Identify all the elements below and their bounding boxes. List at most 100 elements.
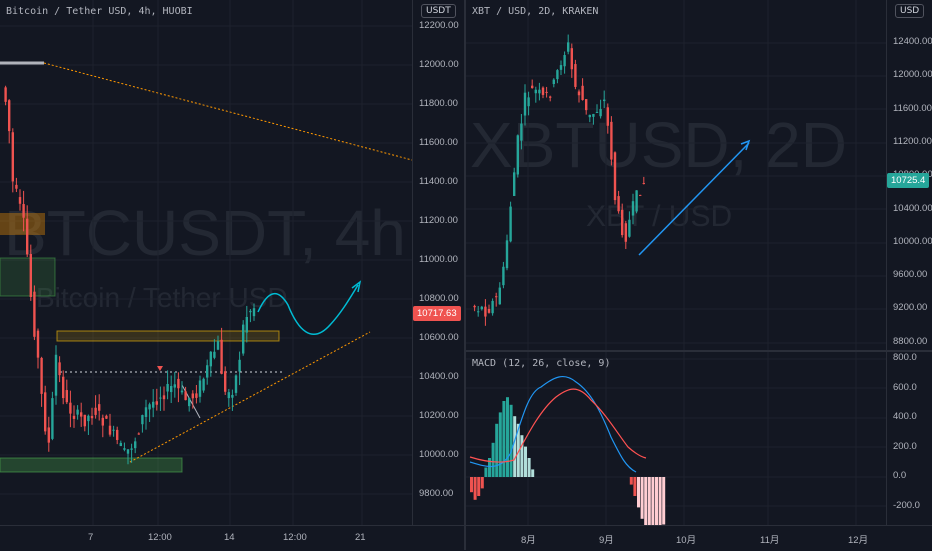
macd-histogram-bar	[662, 477, 666, 525]
candle-body	[245, 317, 248, 333]
candle-body	[69, 402, 72, 414]
candle-body	[191, 393, 194, 399]
candle-body	[595, 111, 599, 113]
candle-body	[624, 223, 627, 242]
y-tick-label: 10000.00	[893, 235, 932, 247]
candle-body	[54, 354, 58, 396]
macd-axis[interactable]: 800.0 600.0 400.0 200.0 0.0 -200.0	[886, 352, 932, 525]
macd-histogram-bar	[477, 477, 481, 496]
candle-body	[574, 64, 577, 87]
projection-curve[interactable]	[257, 284, 359, 335]
y-tick-label: 400.0	[893, 411, 917, 422]
support-zone[interactable]	[0, 457, 183, 473]
macd-histogram-bar	[491, 442, 495, 477]
candle-body	[216, 341, 220, 350]
candle-body	[603, 99, 606, 102]
candle-body	[502, 266, 505, 286]
macd-histogram-bar	[658, 477, 662, 525]
candle-body	[238, 359, 241, 372]
candle-body	[520, 123, 523, 141]
candle-body	[509, 206, 512, 242]
candle-body	[559, 65, 563, 70]
candle-body	[495, 296, 498, 298]
candle-body	[242, 324, 245, 354]
candle-body	[90, 415, 94, 419]
right-currency-label[interactable]: USD	[895, 4, 925, 18]
y-tick-label: 12200.00	[419, 20, 459, 31]
left-price-chart[interactable]	[0, 0, 412, 525]
trend-line-ascending[interactable]	[129, 331, 371, 463]
y-tick-label: -200.0	[893, 499, 920, 511]
candle-body	[15, 184, 18, 189]
macd-pane[interactable]: MACD (12, 26, close, 9)	[466, 352, 886, 525]
right-watermark-name: XBT / USD	[586, 200, 733, 233]
candle-body	[570, 48, 573, 70]
candle-body	[195, 393, 198, 398]
candle-body	[234, 375, 238, 393]
candle-body	[173, 384, 176, 388]
left-chart-pane[interactable]: BTCUSDT, 4h Bitcoin / Tether USD Bitcoin…	[0, 0, 412, 525]
candle-body	[577, 91, 581, 96]
candle-body	[8, 100, 11, 132]
trend-line-descending[interactable]	[43, 62, 412, 161]
macd-histogram-bar	[495, 423, 499, 477]
candle-body	[155, 401, 158, 405]
candle-body	[545, 91, 548, 93]
x-tick-label: 9月	[599, 535, 614, 546]
candle-body	[606, 107, 609, 126]
candle-body	[76, 409, 79, 415]
candle-body	[170, 386, 173, 393]
candle-body	[26, 218, 29, 255]
candle-body	[613, 152, 617, 201]
candle-body	[180, 390, 184, 393]
macd-histogram-bar	[524, 446, 527, 477]
left-currency-label[interactable]: USDT	[421, 4, 456, 18]
candle-body	[585, 99, 588, 111]
x-tick-label: 8月	[521, 535, 536, 546]
macd-histogram-bar	[516, 423, 520, 477]
signal-line	[469, 388, 647, 463]
candle-body	[108, 425, 112, 435]
pane-splitter-horizontal[interactable]	[466, 350, 932, 352]
macd-histogram-bar	[637, 477, 640, 508]
macd-histogram-bar	[513, 416, 517, 477]
macd-histogram-bar	[647, 477, 651, 525]
trend-arrow-line[interactable]	[638, 142, 750, 256]
macd-histogram-bar	[470, 477, 473, 493]
left-price-axis[interactable]: USDT 12200.00 12000.00 11800.00 11600.00 114…	[412, 0, 465, 525]
candle-body	[141, 415, 144, 425]
macd-histogram-bar	[655, 477, 658, 525]
x-tick-label: 10月	[676, 535, 697, 546]
candle-body	[144, 407, 148, 417]
candle-body	[126, 449, 130, 454]
candle-body	[516, 135, 519, 175]
annotation-line[interactable]	[181, 384, 201, 419]
macd-histogram-bar	[488, 458, 491, 477]
x-tick-label: 21	[355, 532, 366, 543]
supply-zone[interactable]	[0, 213, 45, 235]
candle-body	[592, 114, 595, 117]
demand-zone[interactable]	[0, 257, 56, 297]
left-time-axis[interactable]: 7 12:00 14 12:00 21	[0, 525, 464, 551]
y-tick-label: 12000.00	[419, 59, 459, 70]
right-price-chart[interactable]	[466, 0, 886, 350]
candle-body	[177, 378, 180, 389]
resistance-zone[interactable]	[56, 330, 280, 342]
macd-histogram-bar	[484, 467, 488, 477]
candle-body	[80, 412, 83, 417]
macd-line	[469, 375, 637, 473]
right-chart-pane[interactable]: XBTUSD, 2D XBT / USD XBT / USD, 2D, KRAK…	[466, 0, 886, 350]
left-price-tag: 10717.63	[413, 306, 461, 321]
candle-body	[152, 401, 155, 408]
macd-histogram-bar	[527, 458, 531, 477]
y-tick-label: 600.0	[893, 381, 917, 393]
candle-body	[549, 96, 552, 98]
arrow-head-icon	[351, 280, 362, 293]
candle-body	[628, 219, 631, 237]
pane-splitter-vertical[interactable]	[464, 0, 466, 550]
macd-histogram-bar	[509, 404, 513, 477]
right-price-axis[interactable]: USD 12400.0012000.0011600.0011200.001080…	[886, 0, 932, 350]
macd-chart[interactable]	[466, 352, 886, 525]
right-time-axis[interactable]: 8月 9月 10月 11月 12月	[466, 525, 932, 551]
candle-body	[137, 433, 140, 435]
